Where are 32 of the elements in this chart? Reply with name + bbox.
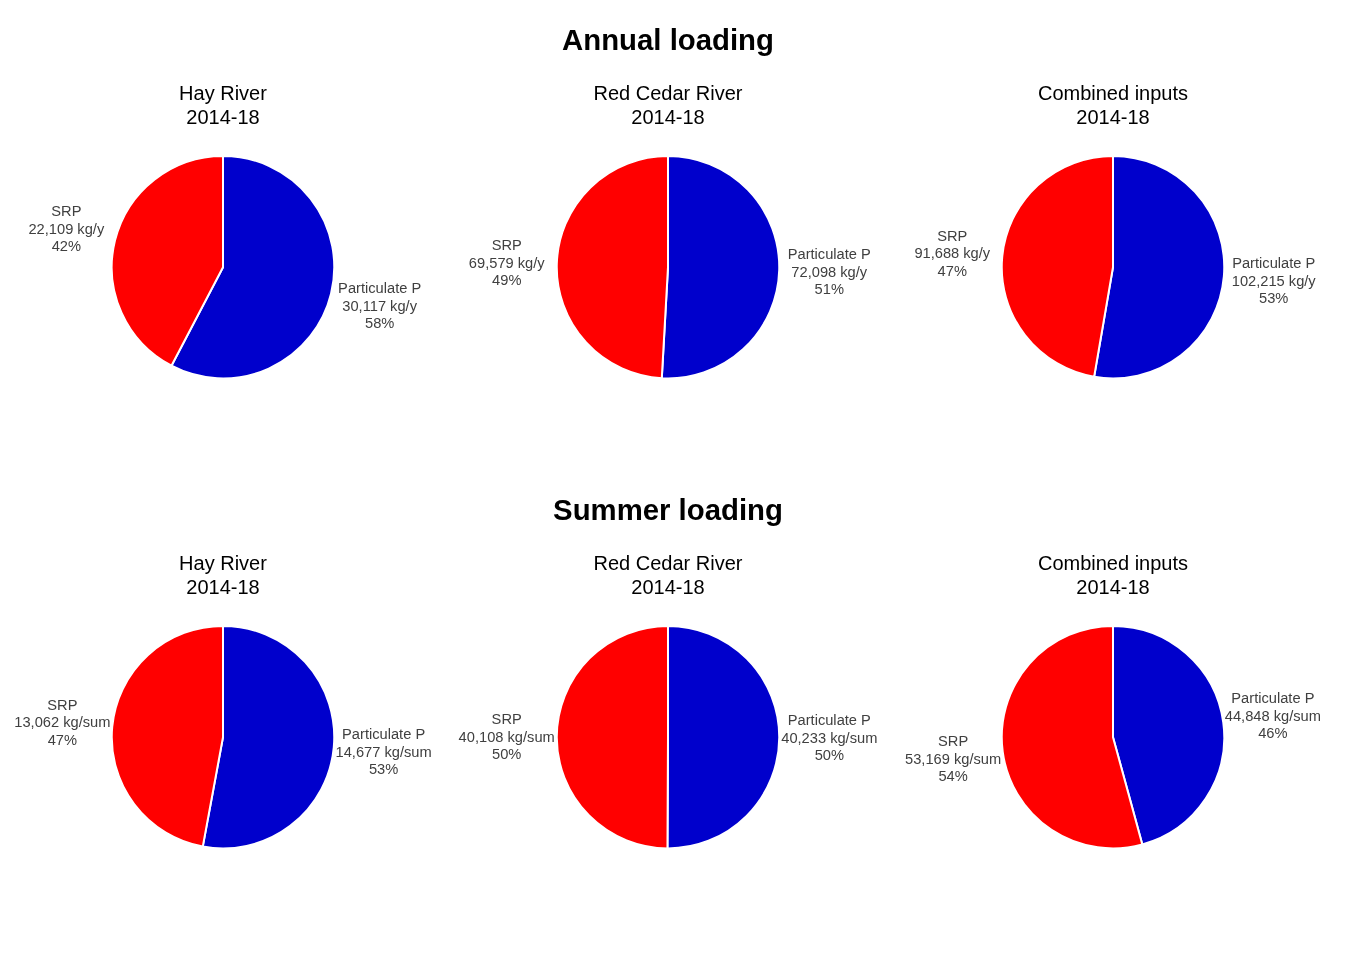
slice-label: Particulate P [787,711,871,728]
chart-title: Red Cedar River 2014-18 [593,82,743,129]
slice-label: Particulate P [787,246,871,263]
slice-label: SRP [51,203,82,220]
data-label: 44,848 kg/sum 46% [1224,707,1321,742]
data-label: 72,098 kg/y 51% [791,263,868,298]
data-label: 14,677 kg/sum 53% [335,743,432,778]
text: Summer loading [553,492,783,526]
slice-label: SRP [938,732,969,749]
data-label: 69,579 kg/y 49% [468,254,546,289]
chart-title: Combined inputs 2014-18 [1037,82,1189,129]
data-label: 53,169 kg/sum 54% [905,750,1002,785]
slice-label: Particulate P [338,280,422,296]
text: Annual loading [562,22,774,56]
data-label: 102,215 kg/y 53% [1231,272,1317,307]
slice-label: Particulate P [1231,690,1315,707]
slice-label: Particulate P [342,726,426,743]
chart-title: Red Cedar River 2014-18 [593,552,743,599]
data-label: 40,108 kg/sum 50% [458,728,555,763]
chart-title: Hay River 2014-18 [179,82,268,129]
data-label: 40,233 kg/sum 50% [781,729,878,764]
slice-label: SRP [47,696,78,713]
slice-label: Particulate P [1232,255,1316,272]
slice-label: SRP [491,237,522,254]
chart-title: Hay River 2014-18 [179,552,268,599]
slice-label: SRP [491,711,522,728]
chart-title: Combined inputs 2014-18 [1037,552,1189,599]
slice-label: SRP [937,227,968,244]
data-label: 91,688 kg/y 47% [914,245,991,280]
data-label: 13,062 kg/sum 47% [14,714,111,749]
data-label: 22,109 kg/y 42% [28,220,105,255]
data-label: 30,117 kg/y 58% [342,297,418,332]
